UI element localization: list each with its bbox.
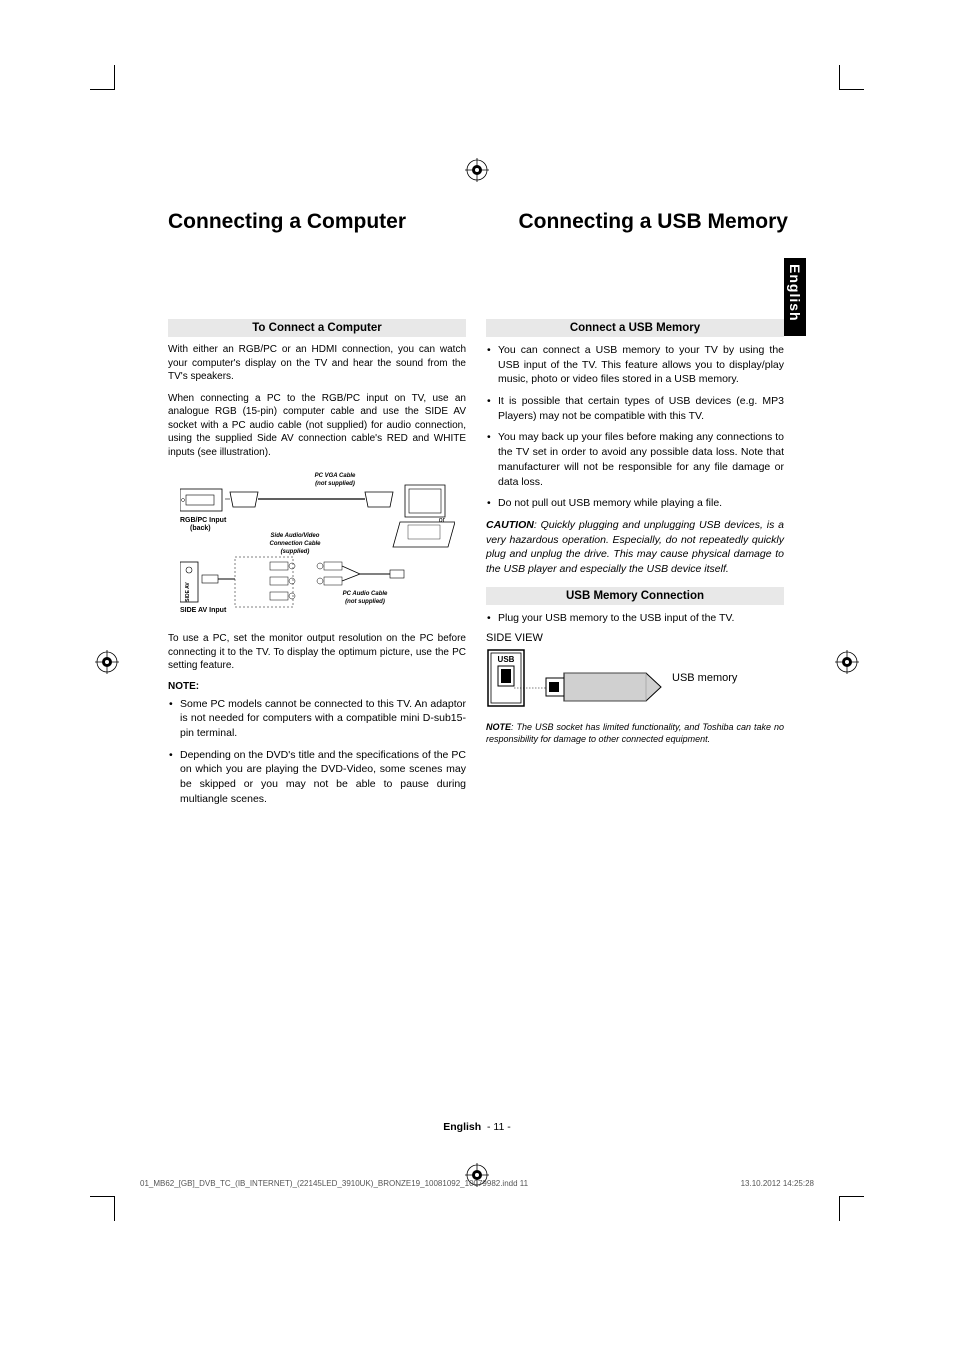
title-left: Connecting a Computer	[168, 210, 406, 234]
usb-caption: USB memory	[672, 672, 737, 684]
diagram-text: RGB/PC Input	[180, 517, 227, 524]
diagram-text: PC Audio Cable	[343, 591, 388, 597]
footnote: NOTE: The USB socket has limited functio…	[486, 722, 784, 745]
print-date: 13.10.2012 14:25:28	[741, 1179, 814, 1188]
footer-lang: English	[443, 1121, 481, 1133]
bullet: You may back up your files before making…	[486, 430, 784, 489]
bullet: You can connect a USB memory to your TV …	[486, 343, 784, 387]
paragraph: When connecting a PC to the RGB/PC input…	[168, 392, 466, 460]
crop-mark	[90, 65, 115, 90]
caution-text: CAUTION: Quickly plugging and unplugging…	[486, 518, 784, 577]
registration-mark-icon	[835, 650, 859, 674]
registration-mark-icon	[95, 650, 119, 674]
bullet: Depending on the DVD's title and the spe…	[168, 748, 466, 807]
caution-label: CAUTION	[486, 519, 534, 531]
crop-mark	[839, 1196, 864, 1221]
usb-port-label: USB	[498, 655, 515, 664]
footnote-label: NOTE	[486, 722, 511, 732]
diagram-text: SIDE AV	[185, 582, 191, 602]
diagram-text: SIDE AV Input	[180, 607, 227, 614]
footnote-body: : The USB socket has limited functionali…	[486, 722, 784, 744]
diagram-text: PC VGA Cable	[315, 473, 356, 479]
usb-diagram: USB USB memory	[486, 648, 784, 708]
diagram-text: (not supplied)	[345, 599, 385, 605]
page-content: Connecting a Computer Connecting a USB M…	[168, 210, 788, 813]
title-right: Connecting a USB Memory	[518, 210, 788, 234]
registration-mark-icon	[465, 158, 489, 182]
crop-mark	[90, 1196, 115, 1221]
diagram-text: or	[439, 517, 446, 524]
footer-page: - 11 -	[487, 1121, 511, 1133]
page-footer: English - 11 -	[443, 1121, 511, 1133]
diagram-text: (not supplied)	[315, 481, 355, 487]
diagram-text: (supplied)	[281, 549, 310, 555]
paragraph: With either an RGB/PC or an HDMI connect…	[168, 343, 466, 384]
bullet: Some PC models cannot be connected to th…	[168, 697, 466, 741]
print-footer: 01_MB62_[GB]_DVB_TC_(IB_INTERNET)_(22145…	[140, 1179, 814, 1188]
section-header: Connect a USB Memory	[486, 319, 784, 337]
right-column: Connect a USB Memory You can connect a U…	[486, 319, 784, 813]
diagram-text: Connection Cable	[269, 541, 321, 547]
bullet: It is possible that certain types of USB…	[486, 394, 784, 423]
diagram-text: Side Audio/Video	[271, 533, 320, 539]
side-view-label: SIDE VIEW	[486, 632, 784, 644]
section-header: To Connect a Computer	[168, 319, 466, 337]
bullet: Plug your USB memory to the USB input of…	[486, 611, 784, 626]
crop-mark	[839, 65, 864, 90]
diagram-text: (back)	[190, 525, 211, 532]
section-header: USB Memory Connection	[486, 587, 784, 605]
note-label: NOTE:	[168, 681, 466, 692]
left-column: To Connect a Computer With either an RGB…	[168, 319, 466, 813]
print-file: 01_MB62_[GB]_DVB_TC_(IB_INTERNET)_(22145…	[140, 1179, 528, 1188]
paragraph: To use a PC, set the monitor output reso…	[168, 632, 466, 673]
bullet: Do not pull out USB memory while playing…	[486, 496, 784, 511]
connection-diagram: PC VGA Cable (not supplied)	[180, 467, 466, 622]
